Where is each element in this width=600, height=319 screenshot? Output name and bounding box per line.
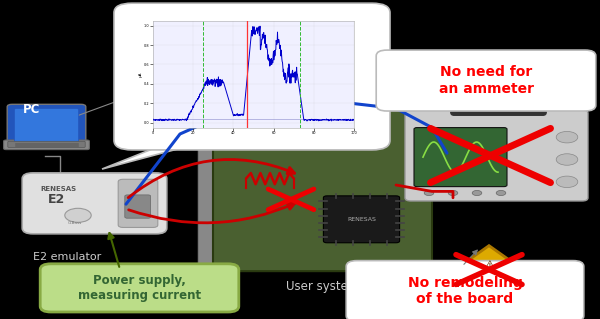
- Circle shape: [556, 131, 578, 143]
- Circle shape: [65, 208, 91, 222]
- Circle shape: [448, 190, 458, 196]
- FancyBboxPatch shape: [118, 179, 158, 227]
- FancyBboxPatch shape: [346, 261, 584, 319]
- Text: G-Bass: G-Bass: [68, 221, 82, 225]
- FancyBboxPatch shape: [22, 173, 167, 234]
- FancyBboxPatch shape: [7, 104, 86, 146]
- Text: E2 emulator: E2 emulator: [33, 252, 101, 262]
- Polygon shape: [455, 246, 523, 293]
- FancyBboxPatch shape: [14, 108, 79, 142]
- Text: RENESAS: RENESAS: [347, 217, 376, 222]
- Text: ⚠: ⚠: [482, 259, 496, 274]
- Text: Power supply,
measuring current: Power supply, measuring current: [78, 274, 201, 302]
- FancyBboxPatch shape: [4, 140, 89, 150]
- Text: No remodeling
of the board: No remodeling of the board: [407, 276, 523, 306]
- Text: PC: PC: [23, 103, 40, 116]
- Text: E2: E2: [48, 193, 65, 205]
- Text: RENESAS: RENESAS: [40, 186, 76, 192]
- Circle shape: [424, 190, 434, 196]
- FancyBboxPatch shape: [414, 128, 507, 187]
- FancyBboxPatch shape: [323, 196, 400, 243]
- FancyBboxPatch shape: [405, 110, 588, 201]
- FancyBboxPatch shape: [114, 3, 390, 150]
- Text: User system: User system: [286, 280, 359, 293]
- FancyBboxPatch shape: [213, 99, 432, 271]
- Circle shape: [472, 190, 482, 196]
- Circle shape: [496, 190, 506, 196]
- Polygon shape: [102, 140, 210, 169]
- FancyBboxPatch shape: [8, 141, 85, 147]
- FancyBboxPatch shape: [125, 195, 151, 218]
- Text: No need for
an ammeter: No need for an ammeter: [439, 65, 533, 96]
- Circle shape: [556, 176, 578, 188]
- FancyBboxPatch shape: [198, 99, 231, 271]
- FancyBboxPatch shape: [376, 50, 596, 111]
- FancyBboxPatch shape: [40, 264, 239, 312]
- Circle shape: [556, 154, 578, 165]
- Y-axis label: μA: μA: [139, 71, 143, 77]
